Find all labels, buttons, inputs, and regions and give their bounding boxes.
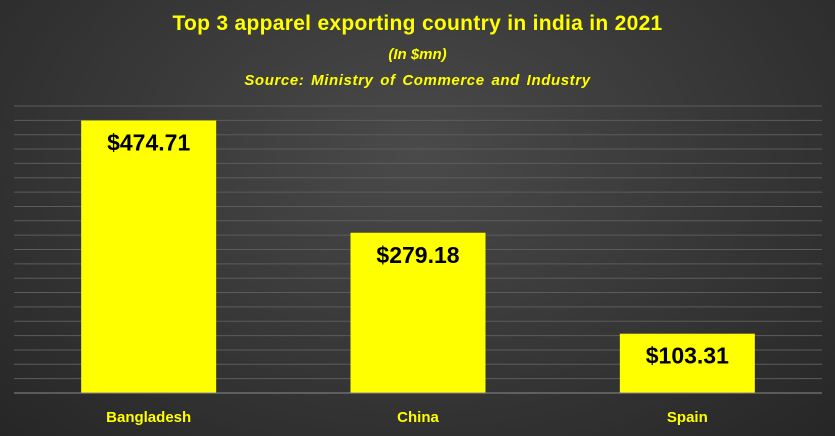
x-tick-label-spain: Spain — [667, 409, 708, 426]
bar-china — [350, 232, 486, 393]
data-label-bangladesh: $474.71 — [107, 130, 190, 156]
bar-spain — [619, 333, 755, 393]
chart-subtitle: (In $mn) — [388, 46, 447, 63]
chart-title: Top 3 apparel exporting country in india… — [172, 12, 663, 35]
x-tick-label-china: China — [397, 409, 439, 426]
data-label-china: $279.18 — [376, 242, 459, 268]
data-label-spain: $103.31 — [646, 343, 729, 369]
x-tick-label-bangladesh: Bangladesh — [106, 409, 191, 426]
bar-bangladesh — [81, 120, 217, 394]
chart-source: Source: Ministry of Commerce and Industr… — [244, 72, 591, 89]
